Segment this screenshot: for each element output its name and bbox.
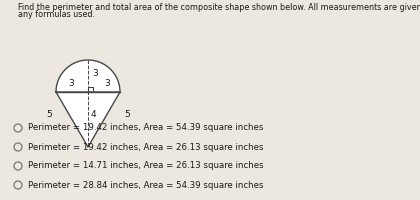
Text: 3: 3 [104, 79, 110, 88]
Text: 3: 3 [92, 70, 98, 78]
Text: 5: 5 [46, 110, 52, 119]
Polygon shape [56, 92, 120, 147]
Text: 5: 5 [124, 110, 130, 119]
Text: any formulas used.: any formulas used. [18, 10, 95, 19]
Polygon shape [56, 60, 120, 92]
Text: Perimeter = 14.71 inches, Area = 26.13 square inches: Perimeter = 14.71 inches, Area = 26.13 s… [28, 162, 264, 170]
Text: Perimeter = 19.42 inches, Area = 26.13 square inches: Perimeter = 19.42 inches, Area = 26.13 s… [28, 142, 263, 152]
Text: Perimeter = 28.84 inches, Area = 54.39 square inches: Perimeter = 28.84 inches, Area = 54.39 s… [28, 180, 263, 190]
Text: 3: 3 [68, 79, 74, 88]
Text: Perimeter = 19.42 inches, Area = 54.39 square inches: Perimeter = 19.42 inches, Area = 54.39 s… [28, 123, 263, 132]
Text: Find the perimeter and total area of the composite shape shown below. All measur: Find the perimeter and total area of the… [18, 3, 420, 12]
Text: 4: 4 [91, 110, 97, 119]
